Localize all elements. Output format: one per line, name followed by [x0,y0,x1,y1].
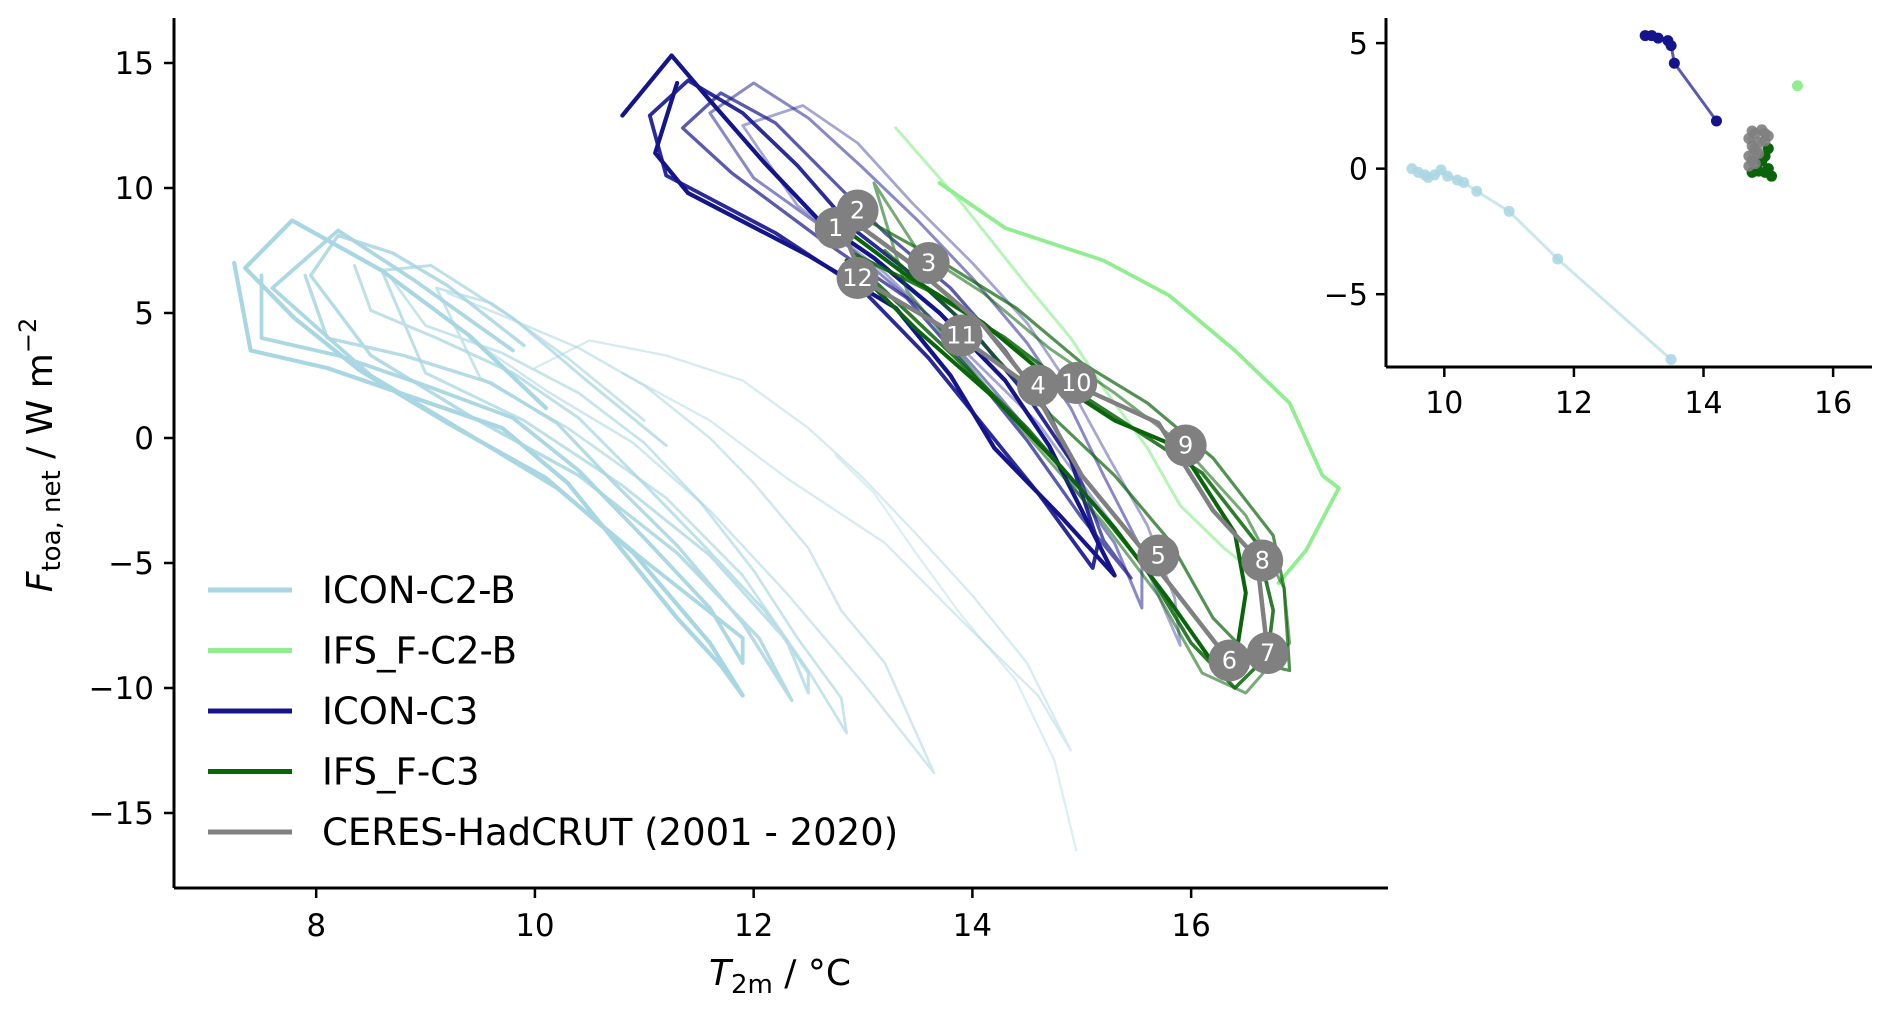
series-line [391,279,848,735]
x-tick-label: 14 [953,908,992,944]
inset-x-tick-label: 14 [1684,386,1722,421]
inset-point [1652,32,1664,44]
month-marker [1246,632,1289,674]
month-label: 5 [1151,542,1166,570]
y-tick-label: 0 [134,421,154,457]
series-line [937,181,1341,585]
inset-point [1552,253,1564,265]
month-label: 12 [842,264,873,292]
inset-point [1442,170,1454,182]
inset-point [1753,148,1765,160]
legend-label: IFS_F-C2-B [322,630,517,673]
series-line [834,454,1078,852]
month-label: 7 [1260,639,1275,667]
month-marker [1055,362,1098,404]
series-line [533,339,1072,752]
month-marker [1208,639,1251,682]
x-tick-label: 16 [1171,908,1210,944]
series-line [446,291,936,775]
inset-point [1762,130,1774,142]
inset-plot: 10 12 14 16 5 0 −5 [1324,18,1872,421]
inset-x-tick-label: 10 [1425,386,1463,421]
inset-point [1762,163,1774,175]
axis-labels: T2m / °C Ftoa, net / W m−2 [14,318,851,1000]
inset-series-line [1645,34,1718,122]
x-tick-label: 12 [734,908,773,944]
inset-point [1746,125,1758,137]
series-line [708,81,1144,610]
month-label: 11 [946,322,977,350]
month-marker [836,257,879,299]
inset-point [1665,40,1677,52]
series-line [353,264,810,695]
month-marker [1241,539,1284,582]
y-tick-label: −5 [108,546,154,582]
month-label: 6 [1222,647,1237,675]
series-line [894,126,1270,585]
inset-y-tick-label: −5 [1324,278,1368,313]
month-label: 2 [850,197,865,225]
series-line [872,181,1292,695]
series-line [838,218,1270,671]
legend-label: ICON-C2-B [322,569,516,612]
month-marker [940,314,983,357]
x-tick-label: 10 [515,908,554,944]
legend-label: ICON-C3 [322,690,478,733]
month-marker [836,189,879,232]
legend-label: CERES-HadCRUT (2001 - 2020) [322,811,898,854]
inset-x-tick-label: 16 [1814,386,1852,421]
y-tick-label: 5 [134,296,154,332]
inset-points [1406,30,1803,365]
inset-y-tick-label: 5 [1349,27,1368,62]
inset-series-line [1411,167,1673,361]
inset-point [1791,80,1803,92]
inset-point [1503,205,1515,217]
inset-point [1749,158,1761,170]
month-label: 8 [1255,547,1270,575]
series-line [850,251,1275,690]
inset-point [1710,115,1722,127]
inset-point [1458,176,1470,188]
y-tick-label: 15 [115,46,154,82]
inset-point [1665,353,1677,365]
month-label: 9 [1178,432,1193,460]
y-tick-label: −10 [89,671,154,707]
main-axes: 8 10 12 14 16 15 10 5 0 −5 −10 −15 [89,18,1388,944]
month-label: 4 [1030,372,1045,400]
inset-y-tick-label: 0 [1349,153,1368,188]
inset-axes: 10 12 14 16 5 0 −5 [1324,18,1872,421]
x-axis-label: T2m / °C [709,953,851,1000]
month-label: 10 [1061,369,1092,397]
series-line [741,104,1182,647]
month-label: 3 [921,249,936,277]
month-marker [1164,424,1207,467]
legend-label: IFS_F-C3 [322,751,480,794]
series-line [232,218,745,698]
month-marker [1137,534,1180,577]
y-axis-label: Ftoa, net / W m−2 [14,318,67,592]
inset-x-tick-label: 12 [1555,386,1593,421]
series-line [844,228,1248,665]
inset-point [1471,185,1483,197]
y-tick-label: −15 [89,796,154,832]
month-marker [1017,364,1060,407]
x-tick-label: 8 [306,908,326,944]
y-tick-label: 10 [115,171,154,207]
legend: ICON-C2-B IFS_F-C2-B ICON-C3 IFS_F-C3 CERES-… [208,569,898,854]
month-marker [907,242,950,284]
inset-point [1668,57,1680,69]
